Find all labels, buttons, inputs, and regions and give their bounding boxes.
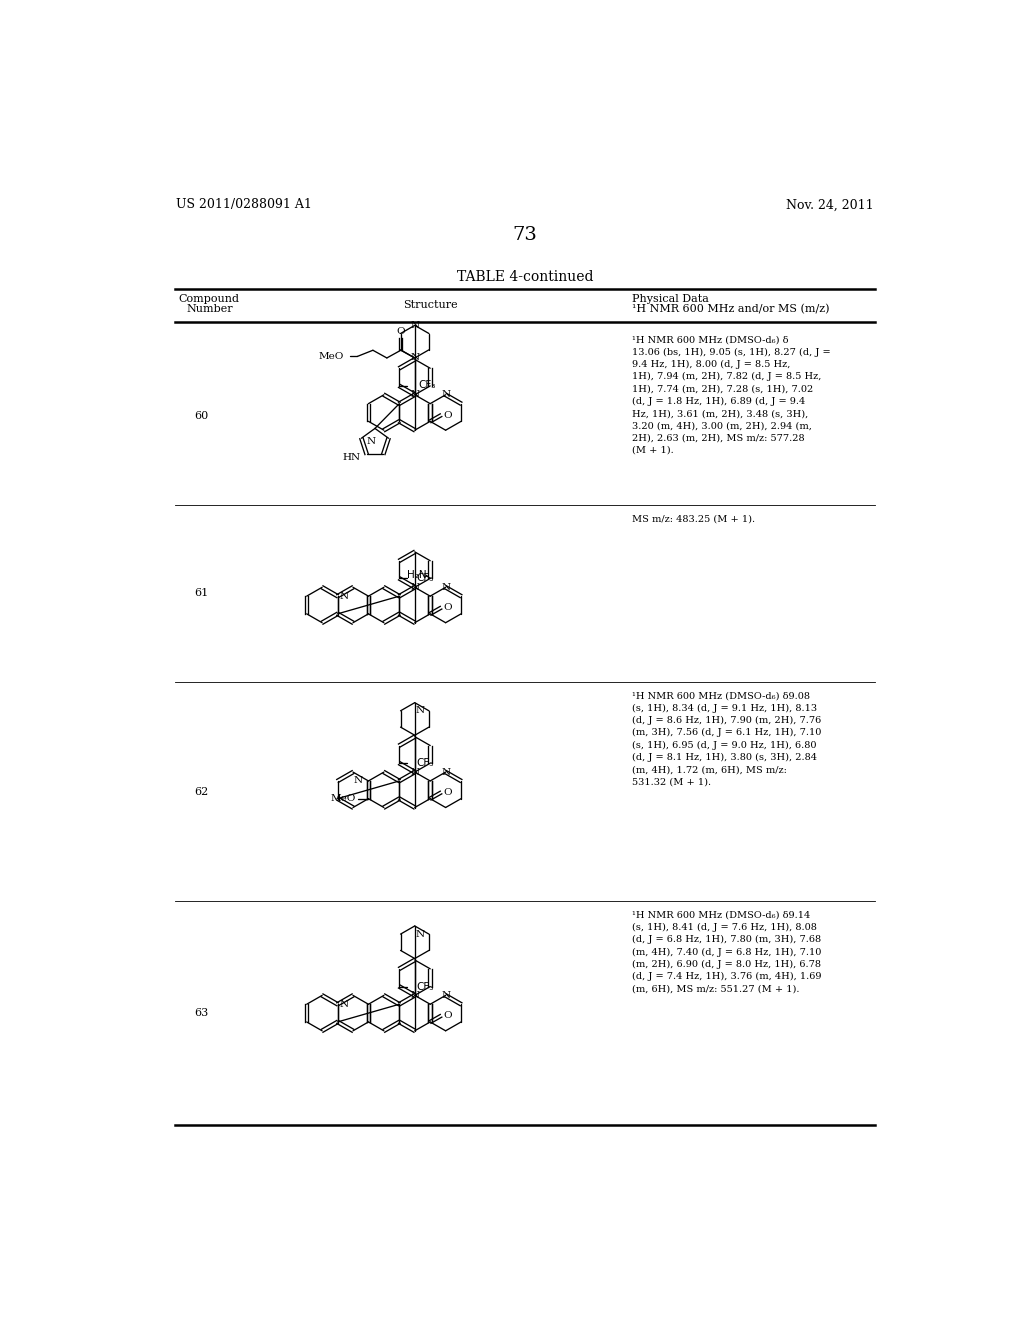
Text: 63: 63 bbox=[195, 1008, 209, 1018]
Text: O: O bbox=[396, 327, 406, 337]
Text: N: N bbox=[366, 437, 375, 446]
Text: Number: Number bbox=[186, 304, 232, 314]
Text: N: N bbox=[416, 929, 425, 939]
Text: N: N bbox=[411, 321, 419, 330]
Text: N: N bbox=[411, 991, 419, 999]
Text: 73: 73 bbox=[512, 226, 538, 244]
Text: ¹H NMR 600 MHz (DMSO-d₆) δ9.08
(s, 1H), 8.34 (d, J = 9.1 Hz, 1H), 8.13
(d, J = 8: ¹H NMR 600 MHz (DMSO-d₆) δ9.08 (s, 1H), … bbox=[632, 692, 821, 787]
Text: N: N bbox=[339, 999, 348, 1008]
Text: ¹H NMR 600 MHz (DMSO-d₆) δ
13.06 (bs, 1H), 9.05 (s, 1H), 8.27 (d, J =
9.4 Hz, 1H: ¹H NMR 600 MHz (DMSO-d₆) δ 13.06 (bs, 1H… bbox=[632, 335, 830, 454]
Text: N: N bbox=[441, 583, 451, 591]
Text: TABLE 4-continued: TABLE 4-continued bbox=[457, 271, 593, 284]
Text: H₂N: H₂N bbox=[407, 570, 426, 581]
Text: US 2011/0288091 A1: US 2011/0288091 A1 bbox=[176, 198, 312, 211]
Text: N: N bbox=[441, 391, 451, 399]
Text: N: N bbox=[353, 776, 362, 785]
Text: N: N bbox=[411, 354, 419, 363]
Text: MS m/z: 483.25 (M + 1).: MS m/z: 483.25 (M + 1). bbox=[632, 515, 755, 523]
Text: N: N bbox=[441, 991, 451, 999]
Text: CF₃: CF₃ bbox=[417, 982, 434, 991]
Text: MeO: MeO bbox=[331, 795, 356, 803]
Text: HN: HN bbox=[342, 453, 360, 462]
Text: O: O bbox=[443, 411, 452, 420]
Text: N: N bbox=[416, 706, 425, 715]
Text: CF₃: CF₃ bbox=[417, 573, 434, 583]
Text: 62: 62 bbox=[195, 787, 209, 797]
Text: O: O bbox=[443, 788, 452, 797]
Text: N: N bbox=[411, 391, 419, 399]
Text: N: N bbox=[339, 591, 348, 601]
Text: Compound: Compound bbox=[178, 294, 240, 304]
Text: O: O bbox=[443, 1011, 452, 1020]
Text: 60: 60 bbox=[195, 411, 209, 421]
Text: ¹H NMR 600 MHz and/or MS (m/z): ¹H NMR 600 MHz and/or MS (m/z) bbox=[632, 304, 829, 314]
Text: Physical Data: Physical Data bbox=[632, 294, 709, 304]
Text: 61: 61 bbox=[195, 589, 209, 598]
Text: Nov. 24, 2011: Nov. 24, 2011 bbox=[786, 198, 873, 211]
Text: N: N bbox=[411, 768, 419, 776]
Text: CF₃: CF₃ bbox=[418, 380, 435, 391]
Text: ¹H NMR 600 MHz (DMSO-d₆) δ9.14
(s, 1H), 8.41 (d, J = 7.6 Hz, 1H), 8.08
(d, J = 6: ¹H NMR 600 MHz (DMSO-d₆) δ9.14 (s, 1H), … bbox=[632, 911, 821, 994]
Text: N: N bbox=[441, 768, 451, 776]
Text: N: N bbox=[411, 583, 419, 591]
Text: CF₃: CF₃ bbox=[417, 758, 434, 768]
Text: Structure: Structure bbox=[402, 300, 458, 310]
Text: O: O bbox=[443, 603, 452, 612]
Text: MeO: MeO bbox=[318, 352, 343, 360]
